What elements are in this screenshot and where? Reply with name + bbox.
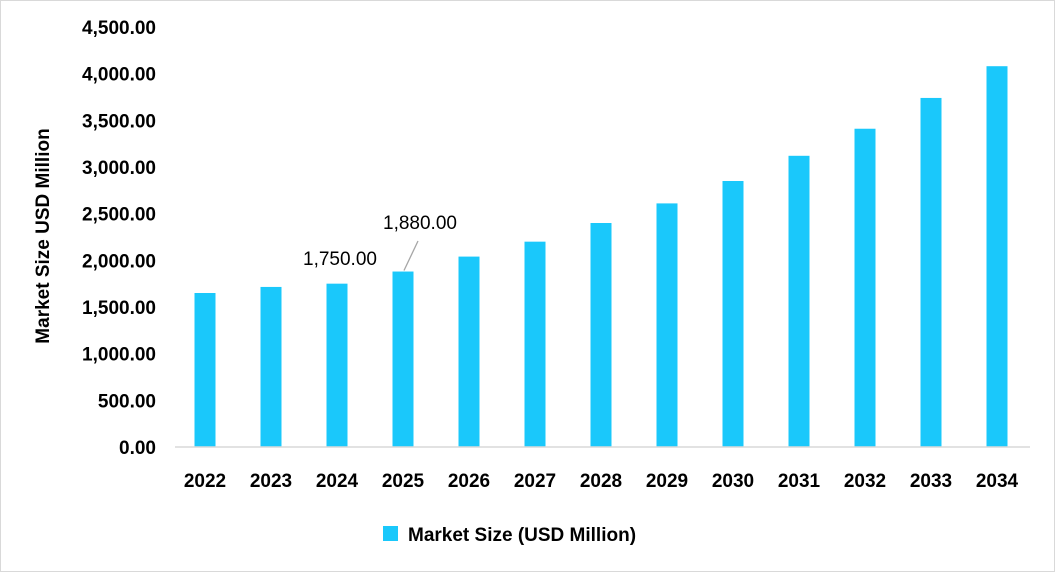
bar-2027 bbox=[524, 241, 546, 447]
bar-2034 bbox=[986, 66, 1008, 447]
y-tick-label: 500.00 bbox=[98, 391, 156, 412]
x-axis-ticks: 2022 2023 2024 2025 2026 2027 2028 2029 2030 2031… bbox=[184, 471, 1019, 492]
y-tick-label: 0.00 bbox=[119, 438, 156, 459]
bar-2026 bbox=[458, 256, 480, 447]
bar-2028 bbox=[590, 223, 612, 447]
bar-2023 bbox=[260, 286, 282, 447]
x-tick-label: 2031 bbox=[778, 471, 821, 492]
y-tick-label: 3,000.00 bbox=[82, 158, 156, 179]
data-label: 1,880.00 bbox=[383, 213, 457, 234]
x-tick-label: 2025 bbox=[382, 471, 425, 492]
x-tick-label: 2030 bbox=[712, 471, 754, 492]
legend-swatch bbox=[383, 526, 398, 541]
x-tick-label: 2024 bbox=[316, 471, 359, 492]
x-tick-label: 2032 bbox=[844, 471, 886, 492]
data-label: 1,750.00 bbox=[303, 249, 377, 270]
y-tick-label: 1,500.00 bbox=[82, 298, 156, 319]
x-tick-label: 2022 bbox=[184, 471, 226, 492]
bar-2031 bbox=[788, 155, 810, 448]
bar-2030 bbox=[722, 181, 744, 447]
bar-2024 bbox=[326, 283, 348, 447]
y-axis-title: Market Size USD Million bbox=[33, 128, 54, 343]
x-tick-label: 2026 bbox=[448, 471, 490, 492]
y-tick-label: 4,500.00 bbox=[82, 18, 156, 39]
leader-line bbox=[403, 240, 419, 271]
y-tick-label: 1,000.00 bbox=[82, 345, 156, 366]
x-tick-label: 2033 bbox=[910, 471, 952, 492]
x-tick-label: 2023 bbox=[250, 471, 292, 492]
bar-2029 bbox=[656, 203, 678, 447]
x-tick-label: 2029 bbox=[646, 471, 688, 492]
x-tick-label: 2028 bbox=[580, 471, 622, 492]
bars bbox=[194, 66, 1008, 448]
bar-2033 bbox=[920, 97, 942, 447]
x-tick-label: 2027 bbox=[514, 471, 556, 492]
y-tick-label: 4,000.00 bbox=[82, 65, 156, 86]
bar-2025 bbox=[392, 271, 414, 447]
x-tick-label: 2034 bbox=[976, 471, 1019, 492]
bar-2022 bbox=[194, 293, 216, 447]
y-tick-label: 3,500.00 bbox=[82, 111, 156, 132]
y-tick-label: 2,500.00 bbox=[82, 205, 156, 226]
legend-label: Market Size (USD Million) bbox=[408, 525, 636, 546]
bar-2032 bbox=[854, 128, 876, 447]
y-tick-label: 2,000.00 bbox=[82, 251, 156, 272]
y-axis-ticks: 0.00 500.00 1,000.00 1,500.00 2,000.00 2,500.… bbox=[82, 18, 156, 459]
data-labels: 1,750.00 1,880.00 bbox=[303, 213, 457, 271]
